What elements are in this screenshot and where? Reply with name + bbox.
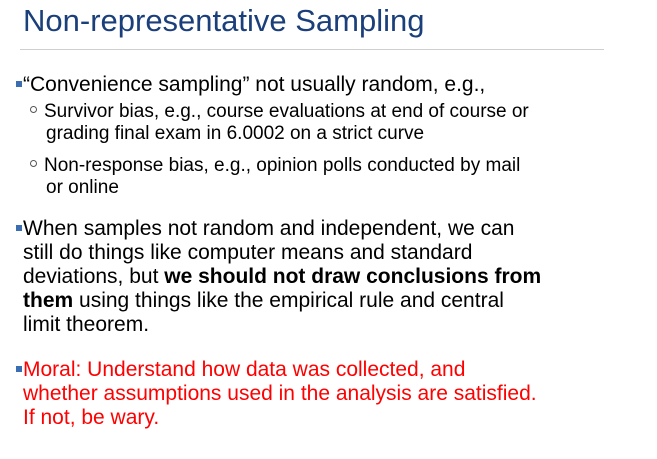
bullet-line: If not, be wary. bbox=[23, 406, 160, 429]
square-bullet-icon bbox=[16, 366, 22, 372]
square-bullet-icon bbox=[16, 225, 22, 231]
bullet-text: “Convenience sampling” not usually rando… bbox=[23, 73, 486, 96]
circle-bullet-icon bbox=[30, 160, 37, 167]
sub-bullet-non-response-bias: Non-response bias, e.g., opinion polls c… bbox=[30, 155, 620, 199]
circle-bullet-icon bbox=[30, 106, 37, 113]
bullet-line: deviations, but we should not draw concl… bbox=[16, 265, 616, 289]
bullet-line: limit theorem. bbox=[23, 313, 150, 336]
bold-emphasis: we should not draw conclusions from bbox=[164, 265, 542, 288]
bullet-not-random: When samples not random and independent,… bbox=[16, 217, 616, 337]
square-bullet-icon bbox=[16, 81, 22, 87]
title-divider bbox=[20, 49, 604, 50]
bold-emphasis: them bbox=[23, 289, 74, 312]
sub-bullet-survivor-bias: Survivor bias, e.g., course evaluations … bbox=[30, 101, 620, 145]
sub-bullet-line: or online bbox=[46, 177, 119, 198]
slide-title: Non-representative Sampling bbox=[23, 3, 425, 38]
bullet-line: whether assumptions used in the analysis… bbox=[23, 382, 537, 405]
bullet-line: When samples not random and independent,… bbox=[23, 217, 515, 240]
bullet-moral: Moral: Understand how data was collected… bbox=[16, 358, 616, 430]
sub-bullet-line: Survivor bias, e.g., course evaluations … bbox=[44, 101, 529, 122]
sub-bullet-line: grading final exam in 6.0002 on a strict… bbox=[46, 123, 425, 144]
bullet-line-text: using things like the empirical rule and… bbox=[73, 289, 504, 312]
sub-bullet-line: Non-response bias, e.g., opinion polls c… bbox=[44, 155, 521, 176]
bullet-line-text: deviations, but bbox=[23, 265, 165, 288]
bullet-line: them using things like the empirical rul… bbox=[16, 289, 616, 313]
bullet-convenience-sampling: “Convenience sampling” not usually rando… bbox=[16, 73, 616, 97]
bullet-line: still do things like computer means and … bbox=[23, 241, 473, 264]
bullet-line: Moral: Understand how data was collected… bbox=[23, 358, 466, 381]
